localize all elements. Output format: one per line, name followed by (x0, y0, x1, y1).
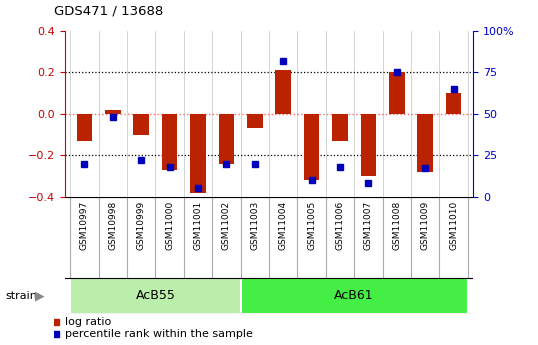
Text: GSM10998: GSM10998 (108, 201, 117, 250)
Text: GSM11009: GSM11009 (421, 201, 430, 250)
Text: GSM11002: GSM11002 (222, 201, 231, 250)
Text: GSM10999: GSM10999 (137, 201, 146, 250)
Text: GSM11010: GSM11010 (449, 201, 458, 250)
Bar (332, 114, 348, 141)
FancyBboxPatch shape (70, 278, 240, 314)
Bar (304, 114, 320, 180)
Text: AcB61: AcB61 (335, 289, 374, 302)
Bar (76, 114, 92, 141)
Text: GSM10997: GSM10997 (80, 201, 89, 250)
Text: AcB55: AcB55 (136, 289, 175, 302)
Bar (105, 110, 121, 114)
Bar (162, 114, 178, 170)
Bar (446, 93, 462, 114)
Text: percentile rank within the sample: percentile rank within the sample (65, 329, 252, 339)
Text: GDS471 / 13688: GDS471 / 13688 (54, 4, 163, 17)
Text: strain: strain (5, 291, 37, 301)
FancyBboxPatch shape (240, 278, 468, 314)
Bar (360, 114, 376, 176)
Text: ▶: ▶ (35, 289, 45, 302)
Text: log ratio: log ratio (65, 317, 111, 327)
Text: GSM11008: GSM11008 (392, 201, 401, 250)
Text: GSM11003: GSM11003 (250, 201, 259, 250)
Text: GSM11001: GSM11001 (194, 201, 202, 250)
Bar (133, 114, 149, 135)
Text: GSM11005: GSM11005 (307, 201, 316, 250)
Bar (190, 114, 206, 193)
Text: GSM11004: GSM11004 (279, 201, 288, 250)
Bar (218, 114, 234, 164)
Text: GSM11000: GSM11000 (165, 201, 174, 250)
Bar (247, 114, 263, 128)
Text: GSM11007: GSM11007 (364, 201, 373, 250)
Bar (389, 72, 405, 114)
Text: GSM11006: GSM11006 (336, 201, 344, 250)
Bar (417, 114, 433, 172)
Bar (275, 70, 291, 114)
